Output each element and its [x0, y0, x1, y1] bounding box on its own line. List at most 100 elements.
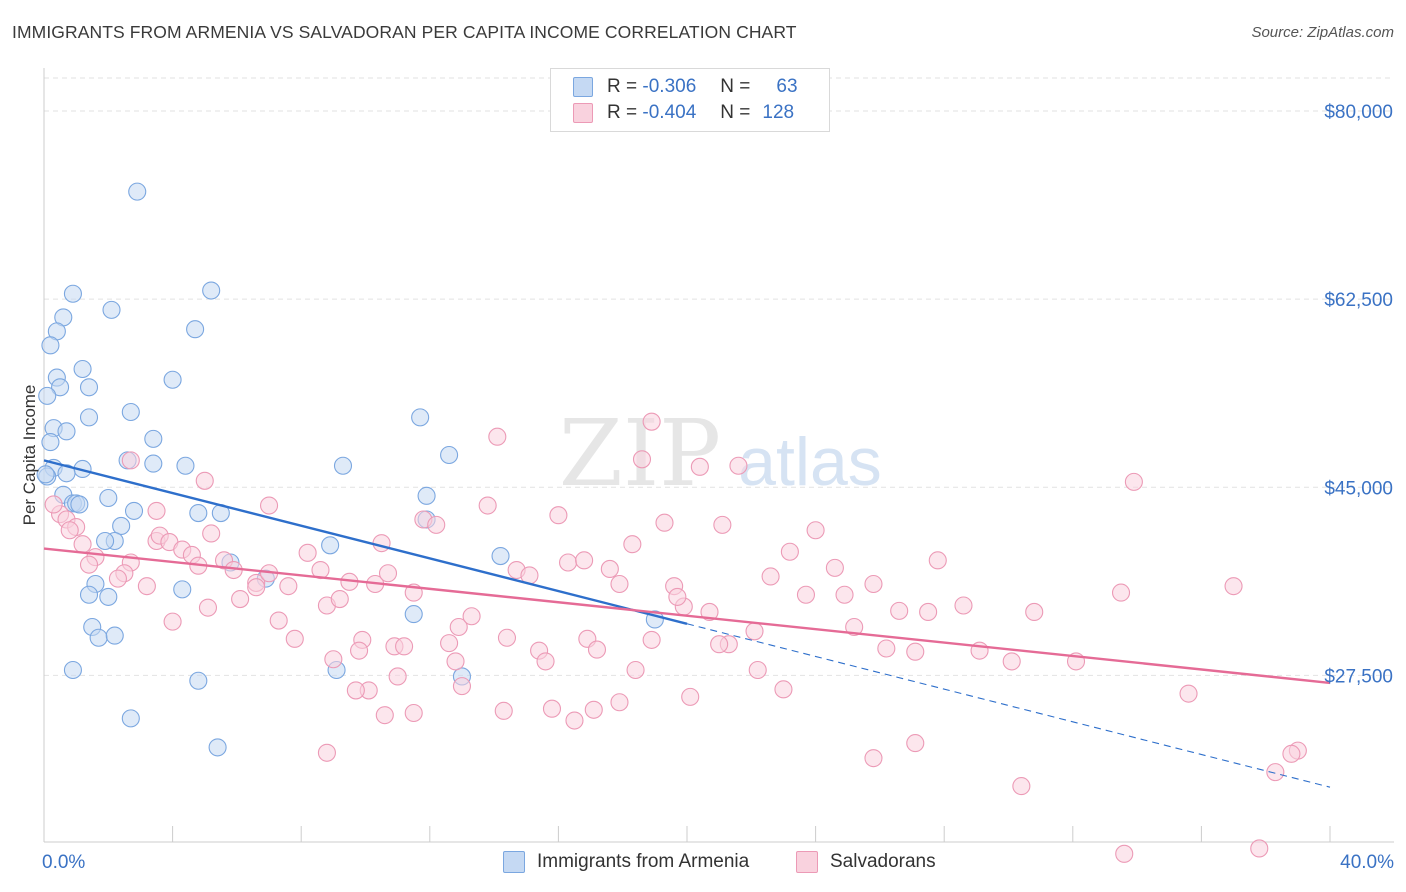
n-label: N =	[720, 76, 751, 97]
data-point	[346, 681, 365, 700]
data-point	[1012, 777, 1031, 796]
data-point	[247, 578, 266, 597]
y-tick-label: $45,000	[1324, 478, 1393, 499]
data-point	[388, 667, 407, 686]
data-point	[774, 680, 793, 699]
data-point	[877, 639, 896, 658]
data-point	[1282, 744, 1301, 763]
data-point	[144, 429, 163, 448]
legend-swatch-armenia	[573, 77, 593, 97]
data-point	[195, 471, 214, 490]
series-legend: Immigrants from Armenia Salvadorans	[0, 851, 1406, 879]
data-point	[1266, 763, 1285, 782]
watermark-atlas: atlas	[738, 424, 882, 500]
data-point	[642, 412, 661, 431]
data-point	[681, 687, 700, 706]
y-tick-label: $27,500	[1324, 666, 1393, 687]
data-point	[928, 551, 947, 570]
data-point	[404, 605, 423, 624]
data-point	[700, 602, 719, 622]
y-tick-label: $62,500	[1324, 290, 1393, 311]
data-point	[41, 336, 60, 355]
data-point	[163, 370, 182, 389]
data-point	[536, 652, 555, 671]
data-point	[73, 535, 92, 554]
data-point	[108, 569, 127, 588]
data-point	[906, 642, 925, 661]
data-point	[147, 501, 166, 520]
data-point	[128, 182, 147, 201]
data-point	[102, 300, 121, 319]
data-point	[440, 445, 459, 465]
data-point	[542, 699, 562, 718]
axes	[43, 68, 1394, 843]
data-point	[41, 433, 60, 452]
series-salvadoran-points	[44, 412, 1307, 863]
data-point	[112, 516, 131, 536]
data-point	[497, 628, 517, 647]
data-point	[478, 496, 497, 515]
data-point	[198, 598, 218, 617]
data-point	[36, 465, 55, 484]
data-point	[494, 701, 513, 720]
series-legend-item-salvadoran: Salvadorans	[796, 851, 936, 873]
data-point	[690, 457, 709, 476]
stats-legend: R = -0.306 N = 63 R = -0.404 N = 128	[550, 68, 830, 132]
data-point	[825, 558, 844, 577]
data-point	[954, 596, 973, 615]
data-point	[404, 703, 423, 723]
data-point	[173, 580, 192, 599]
data-point	[411, 408, 430, 427]
data-point	[427, 515, 446, 534]
data-point	[623, 535, 642, 554]
n-label: N =	[720, 102, 751, 123]
data-point	[1250, 839, 1269, 858]
data-point	[632, 450, 652, 469]
data-point	[279, 577, 298, 596]
data-point	[208, 738, 227, 757]
data-point	[864, 574, 883, 594]
data-point	[906, 734, 925, 753]
data-point	[51, 378, 70, 397]
data-point	[79, 555, 99, 574]
trendline	[43, 547, 1331, 685]
data-point	[321, 536, 340, 555]
data-point	[163, 612, 182, 631]
data-point	[587, 640, 607, 659]
data-point	[1179, 684, 1198, 703]
series-legend-swatch	[503, 851, 525, 873]
data-point	[1002, 652, 1021, 671]
n-value: 128	[762, 102, 795, 123]
data-point	[845, 617, 864, 637]
n-value: 63	[776, 76, 798, 97]
data-point	[70, 495, 89, 514]
data-point	[189, 671, 208, 690]
series-legend-swatch	[796, 851, 818, 873]
data-point	[144, 454, 163, 473]
data-point	[63, 660, 82, 680]
data-point	[330, 589, 349, 609]
data-point	[440, 634, 459, 653]
data-point	[713, 515, 732, 534]
data-point	[202, 524, 221, 543]
r-value: -0.404	[642, 102, 697, 123]
data-point	[137, 577, 156, 596]
data-point	[565, 711, 584, 730]
y-tick-label: $80,000	[1324, 102, 1393, 123]
data-point	[417, 486, 436, 505]
data-point	[372, 534, 391, 553]
data-point	[745, 622, 764, 641]
data-point	[60, 521, 79, 540]
data-point	[96, 531, 115, 551]
data-point	[79, 408, 99, 427]
data-point	[761, 567, 780, 586]
data-point	[796, 585, 816, 604]
data-point	[452, 677, 472, 696]
data-point	[375, 706, 394, 725]
series-legend-label: Salvadorans	[830, 851, 936, 872]
r-label: R =	[607, 76, 638, 97]
data-point	[269, 611, 288, 630]
data-point	[395, 637, 414, 656]
data-point	[298, 543, 317, 562]
